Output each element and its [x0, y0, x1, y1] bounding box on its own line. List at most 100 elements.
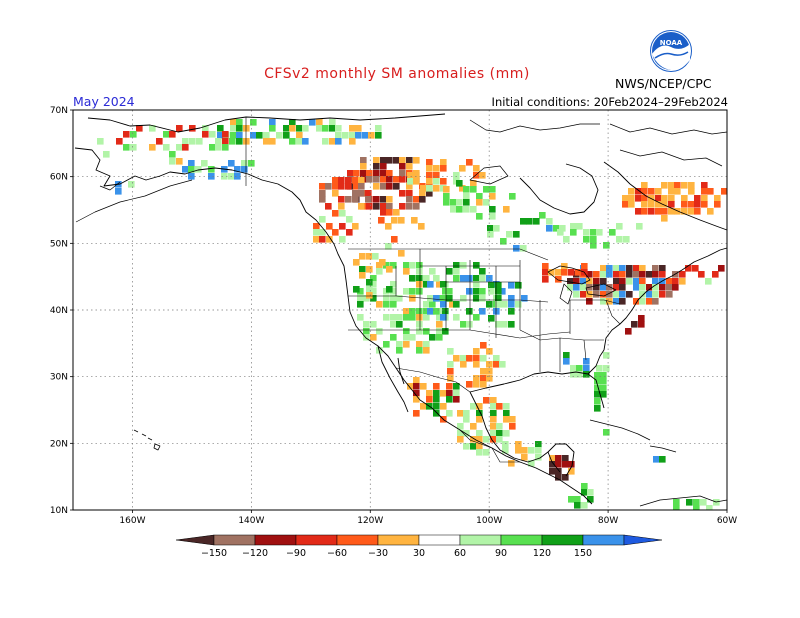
anomaly-cell: [436, 314, 443, 321]
anomaly-cell: [568, 461, 575, 468]
anomaly-cell: [322, 138, 329, 145]
anomaly-cell: [409, 288, 416, 295]
anomaly-cell: [325, 203, 332, 210]
anomaly-cell: [416, 275, 423, 282]
anomaly-cell: [370, 321, 377, 328]
anomaly-cell: [583, 371, 590, 378]
anomaly-cell: [613, 278, 620, 285]
anomaly-cell: [486, 375, 493, 382]
anomaly-cell: [453, 355, 460, 362]
anomaly-cell: [176, 144, 183, 151]
anomaly-cell: [463, 430, 470, 437]
anomaly-cell: [366, 279, 373, 286]
anomaly-cell: [646, 271, 653, 278]
anomaly-cell: [655, 195, 662, 202]
anomaly-cell: [380, 176, 387, 183]
anomaly-cell: [503, 410, 510, 417]
anomaly-cell: [619, 284, 626, 291]
anomaly-cell: [580, 278, 587, 285]
anomaly-cell: [423, 341, 430, 348]
anomaly-cell: [433, 390, 440, 397]
anomaly-cell: [116, 138, 123, 145]
anomaly-cell: [674, 182, 681, 189]
anomaly-cell: [332, 210, 339, 217]
anomaly-cell: [248, 160, 255, 167]
anomaly-cell: [606, 284, 613, 291]
anomaly-cell: [269, 125, 276, 132]
anomaly-cell: [470, 423, 477, 430]
anomaly-cell: [379, 259, 386, 266]
anomaly-cell: [358, 203, 365, 210]
anomaly-cell: [236, 132, 243, 139]
anomaly-cell: [476, 410, 483, 417]
anomaly-cell: [447, 375, 454, 382]
anomaly-cell: [692, 265, 699, 272]
anomaly-cell: [668, 188, 675, 195]
anomaly-cell: [366, 266, 373, 273]
lat-label: 60N: [50, 173, 68, 183]
anomaly-cell: [332, 177, 339, 184]
colorbar-swatch: [418, 534, 461, 546]
anomaly-cell: [666, 291, 673, 298]
anomaly-cell: [383, 301, 390, 308]
anomaly-cell: [655, 201, 662, 208]
anomaly-cell: [502, 441, 509, 448]
anomaly-cell: [352, 196, 359, 203]
anomaly-cell: [346, 229, 353, 236]
anomaly-cell: [600, 291, 607, 298]
anomaly-cell: [459, 185, 466, 192]
anomaly-cell: [633, 284, 640, 291]
anomaly-cell: [446, 288, 453, 295]
anomaly-cell: [436, 281, 443, 288]
lon-label: 160W: [119, 516, 145, 526]
anomaly-cell: [483, 199, 490, 206]
anomaly-cell: [583, 236, 590, 243]
anomaly-cell: [386, 183, 393, 190]
anomaly-cell: [217, 125, 224, 132]
lon-label: 60W: [717, 516, 737, 526]
anomaly-cell: [613, 298, 620, 305]
anomaly-cell: [619, 291, 626, 298]
anomaly-cell: [515, 282, 522, 289]
anomaly-cell: [548, 269, 555, 276]
anomaly-cell: [409, 262, 416, 269]
anomaly-cell: [398, 250, 405, 257]
anomaly-cell: [433, 295, 440, 302]
anomaly-cell: [470, 403, 477, 410]
anomaly-cell: [460, 262, 467, 269]
anomaly-cell: [390, 295, 397, 302]
anomaly-cell: [450, 206, 457, 213]
anomaly-cell: [622, 201, 629, 208]
anomaly-cell: [466, 159, 473, 166]
colorbar-label: 150: [574, 548, 592, 559]
anomaly-cell: [386, 203, 393, 210]
anomaly-cell: [659, 456, 666, 463]
anomaly-cell: [495, 321, 502, 328]
anomaly-cell: [600, 378, 607, 385]
anomaly-cell: [480, 355, 487, 362]
anomaly-cell: [335, 125, 342, 132]
anomaly-cell: [668, 182, 675, 189]
anomaly-cell: [370, 334, 377, 341]
anomaly-cell: [473, 172, 480, 179]
anomaly-cell: [416, 314, 423, 321]
anomaly-cell: [215, 138, 222, 145]
anomaly-cell: [442, 328, 449, 335]
anomaly-cell: [420, 403, 427, 410]
anomaly-cell: [339, 223, 346, 230]
anomaly-cell: [483, 449, 490, 456]
anomaly-cell: [447, 368, 454, 375]
anomaly-cell: [460, 361, 467, 368]
anomaly-cell: [603, 365, 610, 372]
anomaly-cell: [250, 119, 257, 126]
anomaly-cell: [338, 196, 345, 203]
anomaly-cell: [419, 190, 426, 197]
colorbar-swatch: [377, 534, 420, 546]
anomaly-cell: [619, 271, 626, 278]
anomaly-cell: [440, 165, 447, 172]
anomaly-cell: [553, 225, 560, 232]
anomaly-cell: [363, 321, 370, 328]
anomaly-cell: [479, 288, 486, 295]
anomaly-cell: [182, 138, 189, 145]
